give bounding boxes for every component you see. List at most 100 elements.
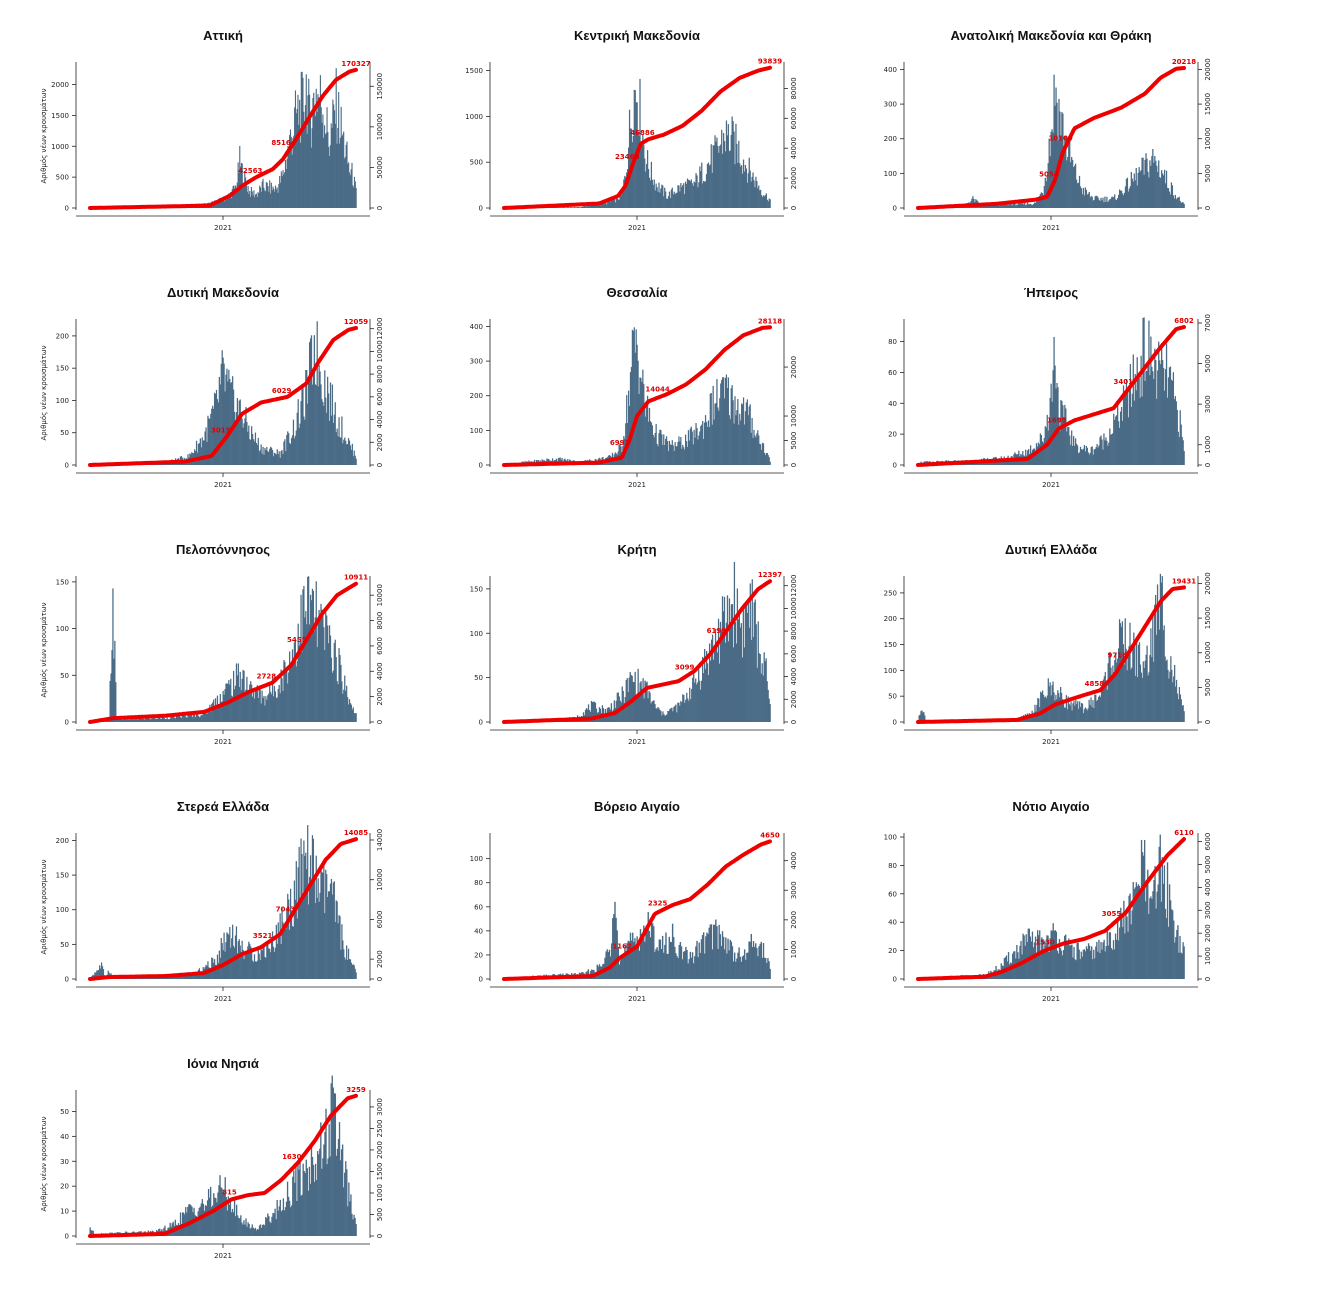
y2-tick-label: 3000 bbox=[790, 881, 798, 899]
daily-cases-bar bbox=[1184, 451, 1185, 465]
y-tick-label: 0 bbox=[893, 205, 897, 213]
y2-tick-label: 10000 bbox=[376, 869, 384, 891]
y2-tick-label: 2000 bbox=[1204, 924, 1212, 942]
y-axis-label: Αριθμός νέων κρουσμάτων bbox=[40, 859, 48, 954]
y2-tick-label: 0 bbox=[790, 977, 798, 981]
y-tick-label: 200 bbox=[884, 615, 897, 623]
y2-tick-label: 4000 bbox=[376, 662, 384, 680]
x-tick-label: 2021 bbox=[1042, 738, 1060, 746]
y-tick-label: 300 bbox=[884, 101, 897, 109]
y-tick-label: 0 bbox=[479, 462, 483, 470]
y-tick-label: 1500 bbox=[465, 67, 483, 75]
chart-panel: Κεντρική Μακεδονία2346046886938390500100… bbox=[432, 22, 852, 262]
daily-cases-bar bbox=[356, 459, 357, 465]
daily-cases-bar bbox=[115, 682, 116, 722]
chart-title: Κρήτη bbox=[617, 542, 656, 557]
daily-cases-bar bbox=[770, 704, 771, 722]
y2-tick-label: 40000 bbox=[790, 137, 798, 159]
y2-tick-label: 80000 bbox=[790, 77, 798, 99]
x-tick-label: 2021 bbox=[1042, 224, 1060, 232]
y2-tick-label: 0 bbox=[376, 206, 384, 210]
y-tick-label: 60 bbox=[474, 903, 483, 911]
daily-cases-bar bbox=[1184, 204, 1185, 208]
cumulative-annotation: 10109 bbox=[1048, 135, 1072, 143]
y-tick-label: 0 bbox=[893, 719, 897, 727]
x-tick-label: 2021 bbox=[1042, 995, 1060, 1003]
y-tick-label: 400 bbox=[884, 66, 897, 74]
chart-panel: Αττική4256385164170327050010001500200005… bbox=[18, 22, 438, 262]
daily-cases-bar bbox=[769, 969, 770, 979]
y2-tick-label: 0 bbox=[790, 206, 798, 210]
cumulative-annotation: 6991 bbox=[610, 439, 630, 447]
x-tick-label: 2021 bbox=[214, 1252, 232, 1260]
cumulative-annotation: 3401 bbox=[1113, 378, 1133, 386]
cumulative-annotation: 19431 bbox=[1172, 577, 1196, 585]
chart-panel: Θεσσαλία69911404428118010020030040005000… bbox=[432, 279, 852, 519]
cumulative-annotation: 3099 bbox=[675, 663, 695, 671]
chart-title: Πελοπόννησος bbox=[176, 542, 270, 557]
daily-cases-bar bbox=[355, 1224, 356, 1236]
y2-tick-label: 0 bbox=[790, 463, 798, 467]
y-tick-label: 200 bbox=[56, 332, 69, 340]
daily-cases-bar bbox=[1184, 711, 1185, 722]
y2-tick-label: 10000 bbox=[376, 340, 384, 362]
cumulative-annotation: 93839 bbox=[758, 58, 782, 66]
y-tick-label: 500 bbox=[56, 174, 69, 182]
x-tick-label: 2021 bbox=[1042, 481, 1060, 489]
y-tick-label: 100 bbox=[884, 667, 897, 675]
cumulative-annotation: 20218 bbox=[1172, 58, 1196, 66]
cumulative-annotation: 1162 bbox=[612, 942, 632, 950]
y-tick-label: 40 bbox=[60, 1133, 69, 1141]
y-tick-label: 80 bbox=[888, 338, 897, 346]
y-tick-label: 0 bbox=[65, 1233, 69, 1241]
y2-tick-label: 2500 bbox=[376, 1120, 384, 1138]
y2-tick-label: 10000 bbox=[1204, 642, 1212, 664]
y2-tick-label: 1000 bbox=[376, 1184, 384, 1202]
y2-tick-label: 100000 bbox=[376, 113, 384, 140]
y2-tick-label: 12000 bbox=[790, 575, 798, 597]
bars-group bbox=[917, 835, 1184, 979]
y2-tick-label: 4000 bbox=[790, 668, 798, 686]
y2-tick-label: 0 bbox=[376, 463, 384, 467]
y-tick-label: 0 bbox=[479, 976, 483, 984]
cumulative-annotation: 1699 bbox=[1047, 416, 1067, 424]
y-tick-label: 50 bbox=[60, 941, 69, 949]
y2-tick-label: 0 bbox=[376, 1234, 384, 1238]
y2-tick-label: 2000 bbox=[376, 433, 384, 451]
y-tick-label: 80 bbox=[474, 879, 483, 887]
y-tick-label: 100 bbox=[56, 397, 69, 405]
y2-tick-label: 6000 bbox=[790, 645, 798, 663]
y2-tick-label: 10000 bbox=[790, 405, 798, 427]
cumulative-annotation: 2728 bbox=[257, 673, 277, 681]
y-tick-label: 0 bbox=[479, 205, 483, 213]
y-tick-label: 0 bbox=[65, 976, 69, 984]
y2-tick-label: 6000 bbox=[376, 388, 384, 406]
bars-group bbox=[504, 79, 771, 208]
cumulative-annotation: 14085 bbox=[344, 829, 368, 837]
y2-tick-label: 0 bbox=[1204, 720, 1212, 724]
y2-tick-label: 14000 bbox=[376, 829, 384, 851]
cumulative-annotation: 7043 bbox=[276, 906, 296, 914]
chart-panel: Ανατολική Μακεδονία και Θράκη50541010920… bbox=[846, 22, 1266, 262]
y-tick-label: 100 bbox=[56, 906, 69, 914]
daily-cases-bar bbox=[356, 972, 357, 979]
y2-tick-label: 2000 bbox=[376, 688, 384, 706]
bars-group bbox=[504, 327, 771, 465]
chart-panel: Δυτική Ελλάδα485897161943105010015020025… bbox=[846, 536, 1266, 776]
daily-cases-bar bbox=[356, 188, 357, 208]
y2-tick-label: 7000 bbox=[1204, 314, 1212, 332]
y-tick-label: 2000 bbox=[51, 81, 69, 89]
chart-title: Ιόνια Νησιά bbox=[187, 1056, 259, 1071]
daily-cases-bar bbox=[1183, 946, 1184, 979]
y2-tick-label: 15000 bbox=[1204, 93, 1212, 115]
cumulative-annotation: 23460 bbox=[615, 153, 639, 161]
y2-tick-label: 5000 bbox=[1204, 164, 1212, 182]
y2-tick-label: 5000 bbox=[1204, 856, 1212, 874]
y-tick-label: 50 bbox=[60, 672, 69, 680]
daily-cases-bar bbox=[356, 713, 357, 722]
y-tick-label: 0 bbox=[479, 719, 483, 727]
y-tick-label: 40 bbox=[888, 400, 897, 408]
y2-tick-label: 3000 bbox=[1204, 901, 1212, 919]
y-axis-label: Αριθμός νέων κρουσμάτων bbox=[40, 88, 48, 183]
